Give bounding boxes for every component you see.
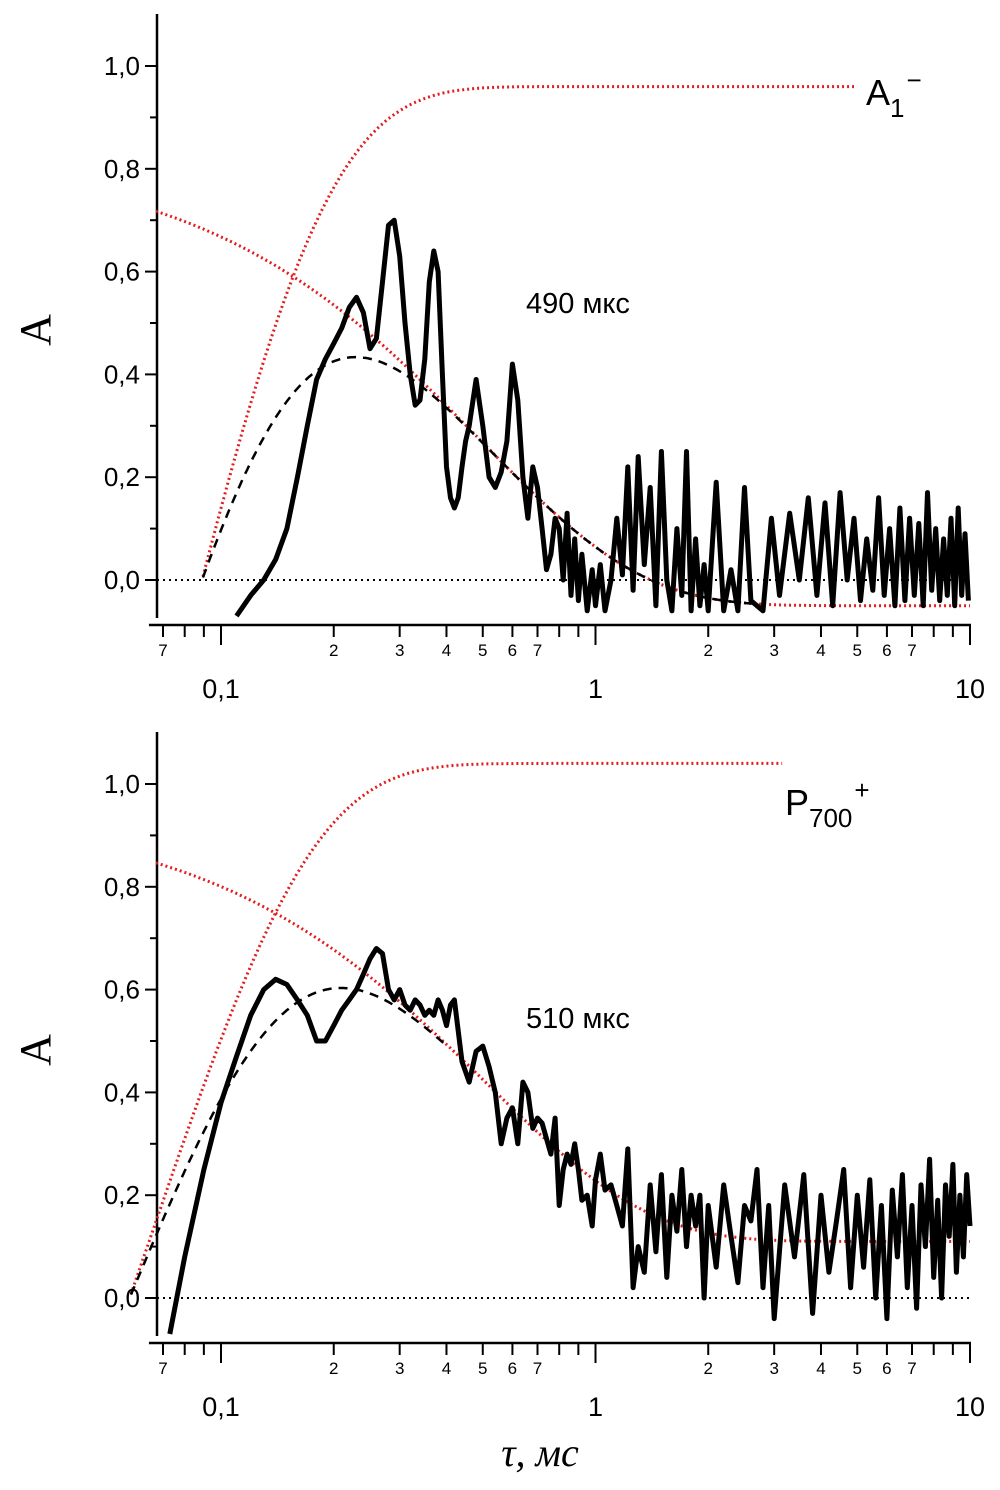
top-y-tick-label: 0,8: [104, 154, 140, 184]
top-y-tick-label: 0,4: [104, 359, 140, 389]
top-x-minor-tick-label: 6: [882, 641, 891, 660]
bottom-x-minor-tick-label: 6: [882, 1359, 891, 1378]
bottom-x-minor-tick-label: 4: [442, 1359, 451, 1378]
top-x-minor-tick-label: 5: [478, 641, 487, 660]
top-x-minor-tick-label: 7: [533, 641, 542, 660]
bottom-y-axis-label: A: [11, 1034, 60, 1066]
top-species-sub: 1: [890, 93, 904, 123]
top-species-sup: −: [906, 65, 921, 95]
top-x-minor-tick-label: 4: [816, 641, 825, 660]
top-y-axis-label: A: [11, 314, 60, 346]
top-rise-curve: [201, 85, 854, 577]
x-axis-label: τ, мс: [501, 1430, 579, 1475]
top-chart-marks: 0,00,20,40,60,81,07 2 3 4 5 6 7 2 3 4 5 6 70,1 1 10: [104, 14, 985, 704]
bottom-x-minor-tick-label: 2: [329, 1359, 338, 1378]
bottom-x-minor-tick-label: 2: [704, 1359, 713, 1378]
bottom-lifetime-annotation: 510 мкс: [526, 1003, 630, 1035]
bottom-measured-trace: [167, 946, 973, 1335]
top-lifetime-annotation: 490 мкс: [526, 288, 630, 320]
bottom-x-minor-tick-label: 4: [816, 1359, 825, 1378]
top-x-major-tick-label: 10: [955, 674, 985, 704]
top-x-minor-tick-label: 7: [158, 641, 167, 660]
bottom-y-tick-label: 0,8: [104, 872, 140, 902]
top-x-minor-tick-label: 6: [508, 641, 517, 660]
top-x-minor-tick-label: 2: [704, 641, 713, 660]
top-y-tick-label: 1,0: [104, 51, 140, 81]
bottom-x-minor-tick-label: 6: [508, 1359, 517, 1378]
top-species-label: A1−: [866, 65, 922, 123]
bottom-y-tick-label: 1,0: [104, 769, 140, 799]
bottom-species-sub: 700: [809, 803, 852, 833]
bottom-y-tick-label: 0,4: [104, 1077, 140, 1107]
top-fit-curve: [201, 355, 758, 606]
bottom-y-tick-label: 0,2: [104, 1180, 140, 1210]
top-x-minor-tick-label: 5: [853, 641, 862, 660]
top-x-major-tick-label: 1: [588, 674, 603, 704]
bottom-panel: P700+ 510 мкс A τ, мс: [11, 775, 870, 1475]
top-species-main: A: [866, 72, 890, 113]
top-x-minor-tick-label: 3: [395, 641, 404, 660]
top-x-major-tick-label: 0,1: [202, 674, 240, 704]
bottom-x-minor-tick-label: 3: [769, 1359, 778, 1378]
bottom-x-major-tick-label: 0,1: [202, 1392, 240, 1422]
top-y-tick-label: 0,2: [104, 462, 140, 492]
bottom-x-major-tick-label: 10: [955, 1392, 985, 1422]
top-x-minor-tick-label: 3: [769, 641, 778, 660]
top-x-minor-tick-label: 4: [442, 641, 451, 660]
bottom-x-minor-tick-label: 5: [478, 1359, 487, 1378]
top-panel: A1− 490 мкс A: [11, 65, 922, 346]
top-x-minor-tick-label: 7: [907, 641, 916, 660]
bottom-species-sup: +: [854, 775, 869, 805]
top-measured-trace: [234, 217, 971, 618]
bottom-chart-marks: 0,00,20,40,60,81,07 2 3 4 5 6 7 2 3 4 5 6 70,1 1 10: [104, 732, 985, 1422]
bottom-x-minor-tick-label: 7: [907, 1359, 916, 1378]
bottom-fit-curve: [129, 986, 448, 1296]
bottom-x-minor-tick-label: 7: [158, 1359, 167, 1378]
bottom-x-major-tick-label: 1: [588, 1392, 603, 1422]
bottom-x-minor-tick-label: 5: [853, 1359, 862, 1378]
top-y-tick-label: 0,0: [104, 565, 140, 595]
bottom-species-label: P700+: [785, 775, 870, 833]
top-y-tick-label: 0,6: [104, 257, 140, 287]
bottom-species-main: P: [785, 782, 809, 823]
bottom-x-minor-tick-label: 7: [533, 1359, 542, 1378]
top-x-minor-tick-label: 2: [329, 641, 338, 660]
bottom-y-tick-label: 0,6: [104, 975, 140, 1005]
bottom-x-minor-tick-label: 3: [395, 1359, 404, 1378]
bottom-rise-curve: [129, 761, 783, 1295]
